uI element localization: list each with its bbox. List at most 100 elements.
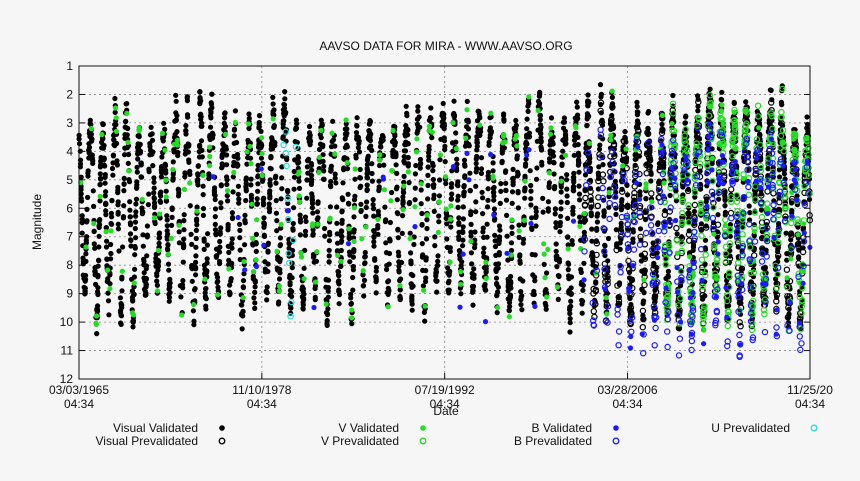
data-point-visual-validated (401, 173, 407, 179)
data-point-v-validated (490, 175, 496, 181)
data-point-visual-validated (401, 154, 407, 160)
data-point-visual-validated (98, 162, 104, 168)
data-point-v-validated (669, 121, 675, 127)
data-point-visual-validated (481, 245, 487, 251)
data-point-visual-validated (567, 320, 573, 326)
data-point-visual-validated (262, 259, 268, 265)
data-point-visual-validated (499, 158, 505, 164)
data-point-b-validated (789, 213, 795, 219)
data-point-visual-validated (287, 279, 293, 286)
data-point-visual-validated (189, 265, 195, 271)
data-point-visual-validated (165, 261, 172, 267)
data-point-visual-validated (581, 260, 587, 266)
data-point-visual-validated (509, 230, 515, 236)
data-point-visual-validated (354, 133, 360, 140)
data-point-visual-validated (261, 215, 267, 221)
data-point-v-validated (603, 295, 609, 301)
data-point-visual-validated (518, 294, 524, 300)
data-point-visual-validated (133, 209, 139, 215)
data-point-b-validated (720, 181, 726, 187)
data-point-b-prevalidated (691, 228, 698, 235)
data-point-b-validated (768, 136, 775, 142)
data-point-visual-prevalidated (595, 194, 602, 201)
data-point-visual-validated (111, 137, 117, 143)
data-point-visual-validated (691, 208, 698, 215)
data-point-visual-validated (336, 288, 342, 294)
data-point-visual-validated (197, 89, 203, 95)
data-point-visual-validated (244, 161, 250, 167)
data-point-visual-prevalidated (628, 276, 636, 284)
data-point-u-prevalidated (285, 250, 292, 257)
data-point-visual-validated (557, 219, 564, 226)
data-point-b-prevalidated (690, 264, 698, 271)
data-point-v-validated (437, 152, 443, 158)
data-point-visual-validated (553, 253, 559, 260)
data-point-visual-validated (339, 208, 345, 214)
data-point-visual-validated (554, 264, 560, 270)
data-point-b-validated (528, 220, 534, 227)
data-point-visual-validated (229, 214, 236, 221)
data-point-visual-validated (578, 266, 584, 273)
data-point-visual-validated (514, 155, 520, 161)
data-point-v-prevalidated (722, 243, 730, 250)
data-point-visual-validated (419, 210, 425, 217)
data-point-visual-validated (441, 115, 447, 121)
data-point-visual-validated (546, 184, 552, 191)
data-point-visual-validated (96, 258, 102, 264)
data-point-visual-validated (264, 284, 270, 290)
data-point-visual-validated (243, 175, 249, 181)
data-point-visual-validated (158, 199, 164, 205)
data-point-visual-validated (134, 164, 140, 170)
data-point-b-validated (701, 341, 707, 347)
data-point-b-prevalidated (706, 126, 714, 133)
data-point-visual-prevalidated (666, 208, 674, 215)
data-point-visual-prevalidated (776, 198, 783, 206)
data-point-v-validated (113, 128, 120, 134)
data-point-visual-validated (211, 187, 217, 193)
data-point-v-validated (105, 267, 111, 273)
data-point-visual-prevalidated (738, 265, 746, 272)
data-point-visual-validated (362, 254, 368, 260)
data-point-v-prevalidated (753, 136, 761, 143)
data-point-visual-validated (594, 225, 600, 232)
data-point-b-prevalidated (698, 245, 705, 253)
data-point-v-validated (483, 259, 489, 265)
data-point-visual-validated (300, 294, 306, 300)
data-point-visual-validated (449, 168, 455, 174)
data-point-visual-validated (172, 118, 178, 124)
data-point-b-prevalidated (747, 284, 754, 291)
data-point-visual-validated (321, 168, 327, 174)
data-point-visual-validated (269, 140, 275, 146)
data-point-visual-prevalidated (652, 288, 660, 295)
data-point-visual-validated (767, 87, 774, 93)
y-axis-label: Magnitude (30, 194, 44, 250)
y-tick-label: 12 (60, 372, 74, 386)
data-point-visual-validated (463, 141, 469, 147)
data-point-v-prevalidated (679, 198, 686, 205)
data-point-visual-validated (224, 181, 230, 188)
data-point-b-prevalidated (711, 293, 719, 300)
data-point-visual-validated (648, 178, 654, 184)
data-point-visual-validated (430, 182, 436, 188)
data-point-b-prevalidated (735, 289, 742, 296)
data-point-visual-validated (425, 164, 431, 170)
data-point-visual-validated (595, 211, 601, 217)
data-point-visual-validated (225, 198, 231, 204)
data-point-visual-validated (151, 179, 157, 185)
data-point-visual-validated (758, 207, 765, 213)
data-point-visual-validated (460, 216, 466, 222)
data-point-v-prevalidated (699, 321, 707, 328)
data-point-visual-validated (255, 173, 261, 179)
data-point-v-validated (329, 130, 335, 136)
data-point-visual-validated (212, 214, 218, 220)
data-point-visual-validated (140, 243, 146, 249)
data-point-visual-validated (553, 220, 559, 226)
data-point-visual-validated (564, 172, 570, 178)
data-point-visual-validated (104, 238, 110, 244)
data-point-visual-validated (358, 201, 364, 207)
data-point-v-validated (170, 167, 176, 173)
data-point-b-prevalidated (615, 342, 622, 349)
data-point-b-prevalidated (784, 322, 791, 329)
data-point-visual-validated (418, 201, 424, 207)
data-point-visual-prevalidated (599, 171, 607, 178)
